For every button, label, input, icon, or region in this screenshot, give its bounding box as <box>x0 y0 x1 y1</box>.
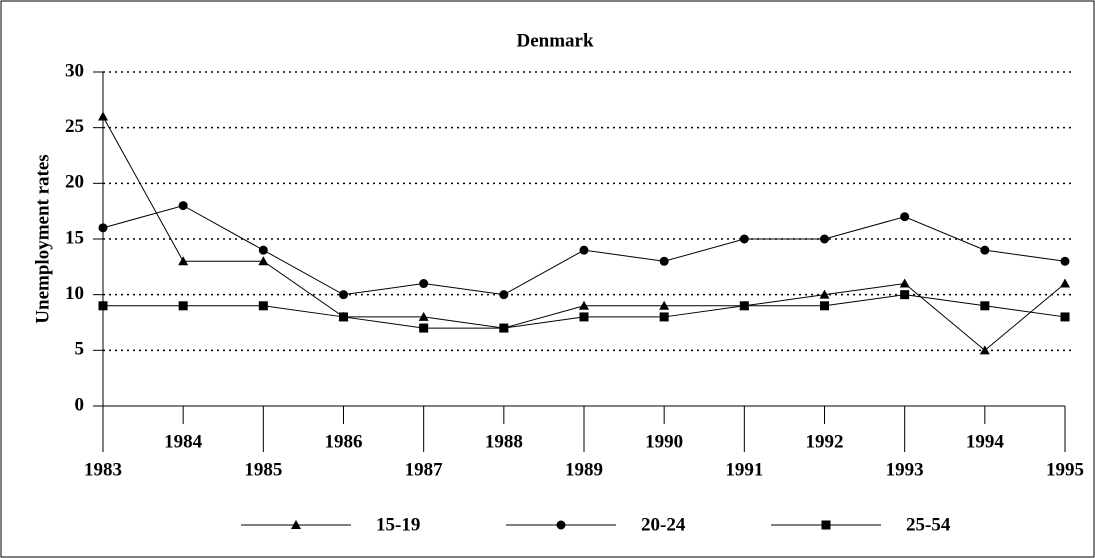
point <box>900 290 910 300</box>
point <box>98 111 108 121</box>
x-tick-label: 1989 <box>565 459 603 480</box>
legend-label: 25-54 <box>906 514 951 535</box>
point <box>739 301 749 311</box>
point <box>1060 278 1070 288</box>
x-tick-label: 1985 <box>244 459 282 480</box>
y-tick-label: 25 <box>65 116 84 137</box>
point <box>979 345 990 355</box>
x-tick-label: 1987 <box>405 459 444 480</box>
point <box>980 301 990 311</box>
x-tick-label: 1984 <box>164 431 203 452</box>
point <box>739 234 749 244</box>
y-tick-label: 15 <box>65 227 84 248</box>
y-tick-label: 10 <box>65 283 84 304</box>
x-tick-label: 1992 <box>806 431 844 452</box>
x-tick-label: 1995 <box>1046 459 1084 480</box>
legend-marker <box>821 520 831 530</box>
y-axis-label: Unemployment rates <box>32 154 53 323</box>
legend-label: 15-19 <box>376 514 420 535</box>
point <box>899 278 910 288</box>
x-tick-label: 1983 <box>84 459 122 480</box>
point <box>258 301 268 311</box>
point <box>98 301 108 311</box>
point <box>820 234 829 244</box>
point <box>900 212 910 222</box>
y-tick-label: 30 <box>65 60 84 81</box>
point <box>579 312 589 322</box>
point <box>1060 256 1070 266</box>
point <box>418 311 429 321</box>
y-tick-label: 0 <box>75 394 85 415</box>
point <box>419 279 429 289</box>
point <box>178 301 188 311</box>
point <box>659 300 670 310</box>
chart-title: Denmark <box>516 30 593 51</box>
x-tick-label: 1986 <box>325 431 363 452</box>
x-tick-label: 1993 <box>886 459 924 480</box>
legend-marker <box>556 520 566 530</box>
point <box>659 312 669 322</box>
point <box>258 256 269 266</box>
x-tick-label: 1991 <box>725 459 763 480</box>
point <box>258 245 268 255</box>
point <box>339 290 348 300</box>
point <box>178 256 189 266</box>
x-tick-label: 1988 <box>485 431 523 452</box>
point <box>659 256 669 266</box>
point <box>579 245 589 255</box>
legend-marker <box>291 520 301 529</box>
point <box>820 301 829 311</box>
point <box>819 289 830 299</box>
y-tick-label: 5 <box>75 339 85 360</box>
point <box>499 290 509 300</box>
x-tick-label: 1994 <box>966 431 1005 452</box>
legend-label: 20-24 <box>641 514 686 535</box>
point <box>579 300 589 310</box>
point <box>419 323 429 333</box>
x-tick-label: 1990 <box>645 431 683 452</box>
point <box>499 323 509 333</box>
y-tick-label: 20 <box>65 172 84 193</box>
point <box>980 245 990 255</box>
point <box>1060 312 1070 322</box>
point <box>98 223 108 233</box>
point <box>178 201 188 211</box>
point <box>339 312 348 322</box>
